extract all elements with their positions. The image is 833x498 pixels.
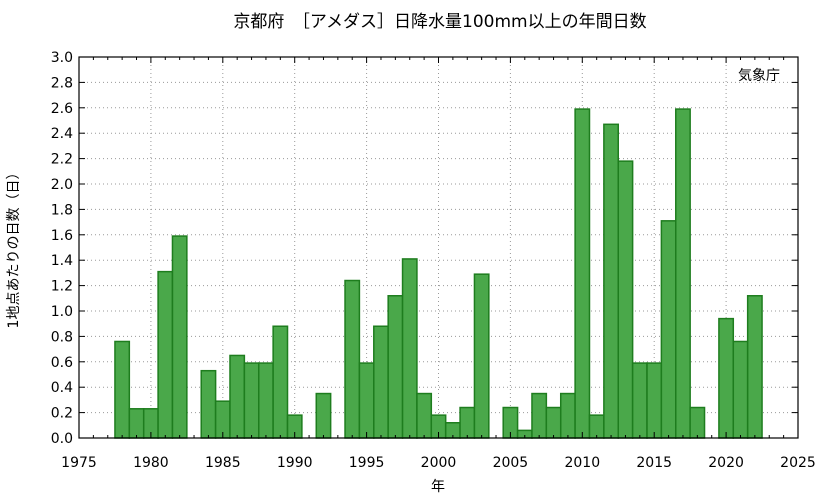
y-tick-label: 3.0	[51, 50, 73, 66]
bar-1989	[272, 325, 289, 439]
bar-1998	[401, 258, 418, 439]
bar-2022	[746, 295, 763, 439]
bar-1986	[229, 354, 246, 439]
x-tick-label: 1990	[277, 455, 313, 471]
bar-2009	[559, 392, 576, 439]
bar-2015	[646, 362, 663, 439]
x-tick-label: 2015	[636, 455, 672, 471]
x-tick-label: 2000	[421, 455, 457, 471]
bar-2010	[574, 108, 591, 439]
x-axis-label: 年	[431, 479, 445, 495]
x-tick-label: 2005	[493, 455, 529, 471]
bar-2013	[617, 160, 634, 439]
bar-1979	[128, 408, 145, 439]
y-tick-label: 0.8	[51, 329, 73, 345]
bar-2003	[473, 273, 490, 439]
y-tick-label: 2.4	[51, 126, 73, 142]
x-tick-label: 1975	[61, 455, 97, 471]
credit-label: 気象庁	[738, 68, 780, 84]
y-tick-label: 2.6	[51, 101, 73, 117]
x-tick-label: 2025	[780, 455, 816, 471]
y-tick-label: 0.4	[51, 380, 73, 396]
y-tick-label: 2.0	[51, 177, 73, 193]
bar-2002	[459, 406, 476, 439]
bar-1992	[315, 392, 332, 439]
x-axis-ticks: 1975 1980 1985 1990 1995 2000 2005 2010 2015 2020…	[61, 57, 816, 471]
bar-1997	[387, 295, 404, 439]
y-axis-ticks: 0.0 0.2 0.4 0.6 0.8 1.0 1.2 1.4 1.6 1.8 2.0 2.2 2.4 2…	[51, 50, 798, 447]
bar-1982	[171, 235, 188, 439]
bars	[114, 108, 763, 439]
bar-2014	[631, 362, 648, 439]
bar-2008	[545, 406, 562, 439]
x-tick-label: 1995	[349, 455, 385, 471]
y-axis-label: 1地点あたりの日数（日）	[6, 166, 22, 329]
x-tick-label: 2010	[564, 455, 600, 471]
y-tick-label: 2.8	[51, 75, 73, 91]
x-tick-label: 1985	[205, 455, 241, 471]
y-tick-label: 1.8	[51, 202, 73, 218]
bar-1984	[200, 369, 217, 439]
bar-2021	[732, 340, 749, 439]
bar-2016	[660, 220, 677, 439]
bar-1988	[258, 362, 274, 439]
y-tick-label: 2.2	[51, 152, 73, 168]
bar-2020	[718, 317, 735, 439]
bar-2007	[531, 392, 548, 439]
y-tick-label: 1.0	[51, 304, 73, 320]
chart-title: 京都府 ［アメダス］日降水量100mm以上の年間日数	[233, 12, 646, 32]
y-tick-label: 1.4	[51, 253, 73, 269]
bar-2012	[603, 123, 619, 439]
y-tick-label: 0.2	[51, 406, 73, 422]
y-tick-label: 0.6	[51, 355, 73, 371]
x-tick-label: 2020	[708, 455, 744, 471]
bar-2017	[675, 108, 691, 439]
y-tick-label: 0.0	[51, 431, 73, 447]
bar-1999	[416, 392, 433, 439]
bar-1978	[114, 340, 131, 439]
bar-1995	[358, 362, 375, 439]
bar-1996	[373, 325, 389, 439]
y-tick-label: 1.2	[51, 279, 73, 295]
y-tick-label: 1.6	[51, 228, 73, 244]
x-tick-label: 1980	[133, 455, 169, 471]
bar-1994	[344, 279, 361, 439]
bar-1981	[157, 270, 174, 439]
bar-2011	[588, 414, 605, 439]
bar-2018	[689, 406, 706, 439]
bar-1987	[243, 362, 260, 439]
